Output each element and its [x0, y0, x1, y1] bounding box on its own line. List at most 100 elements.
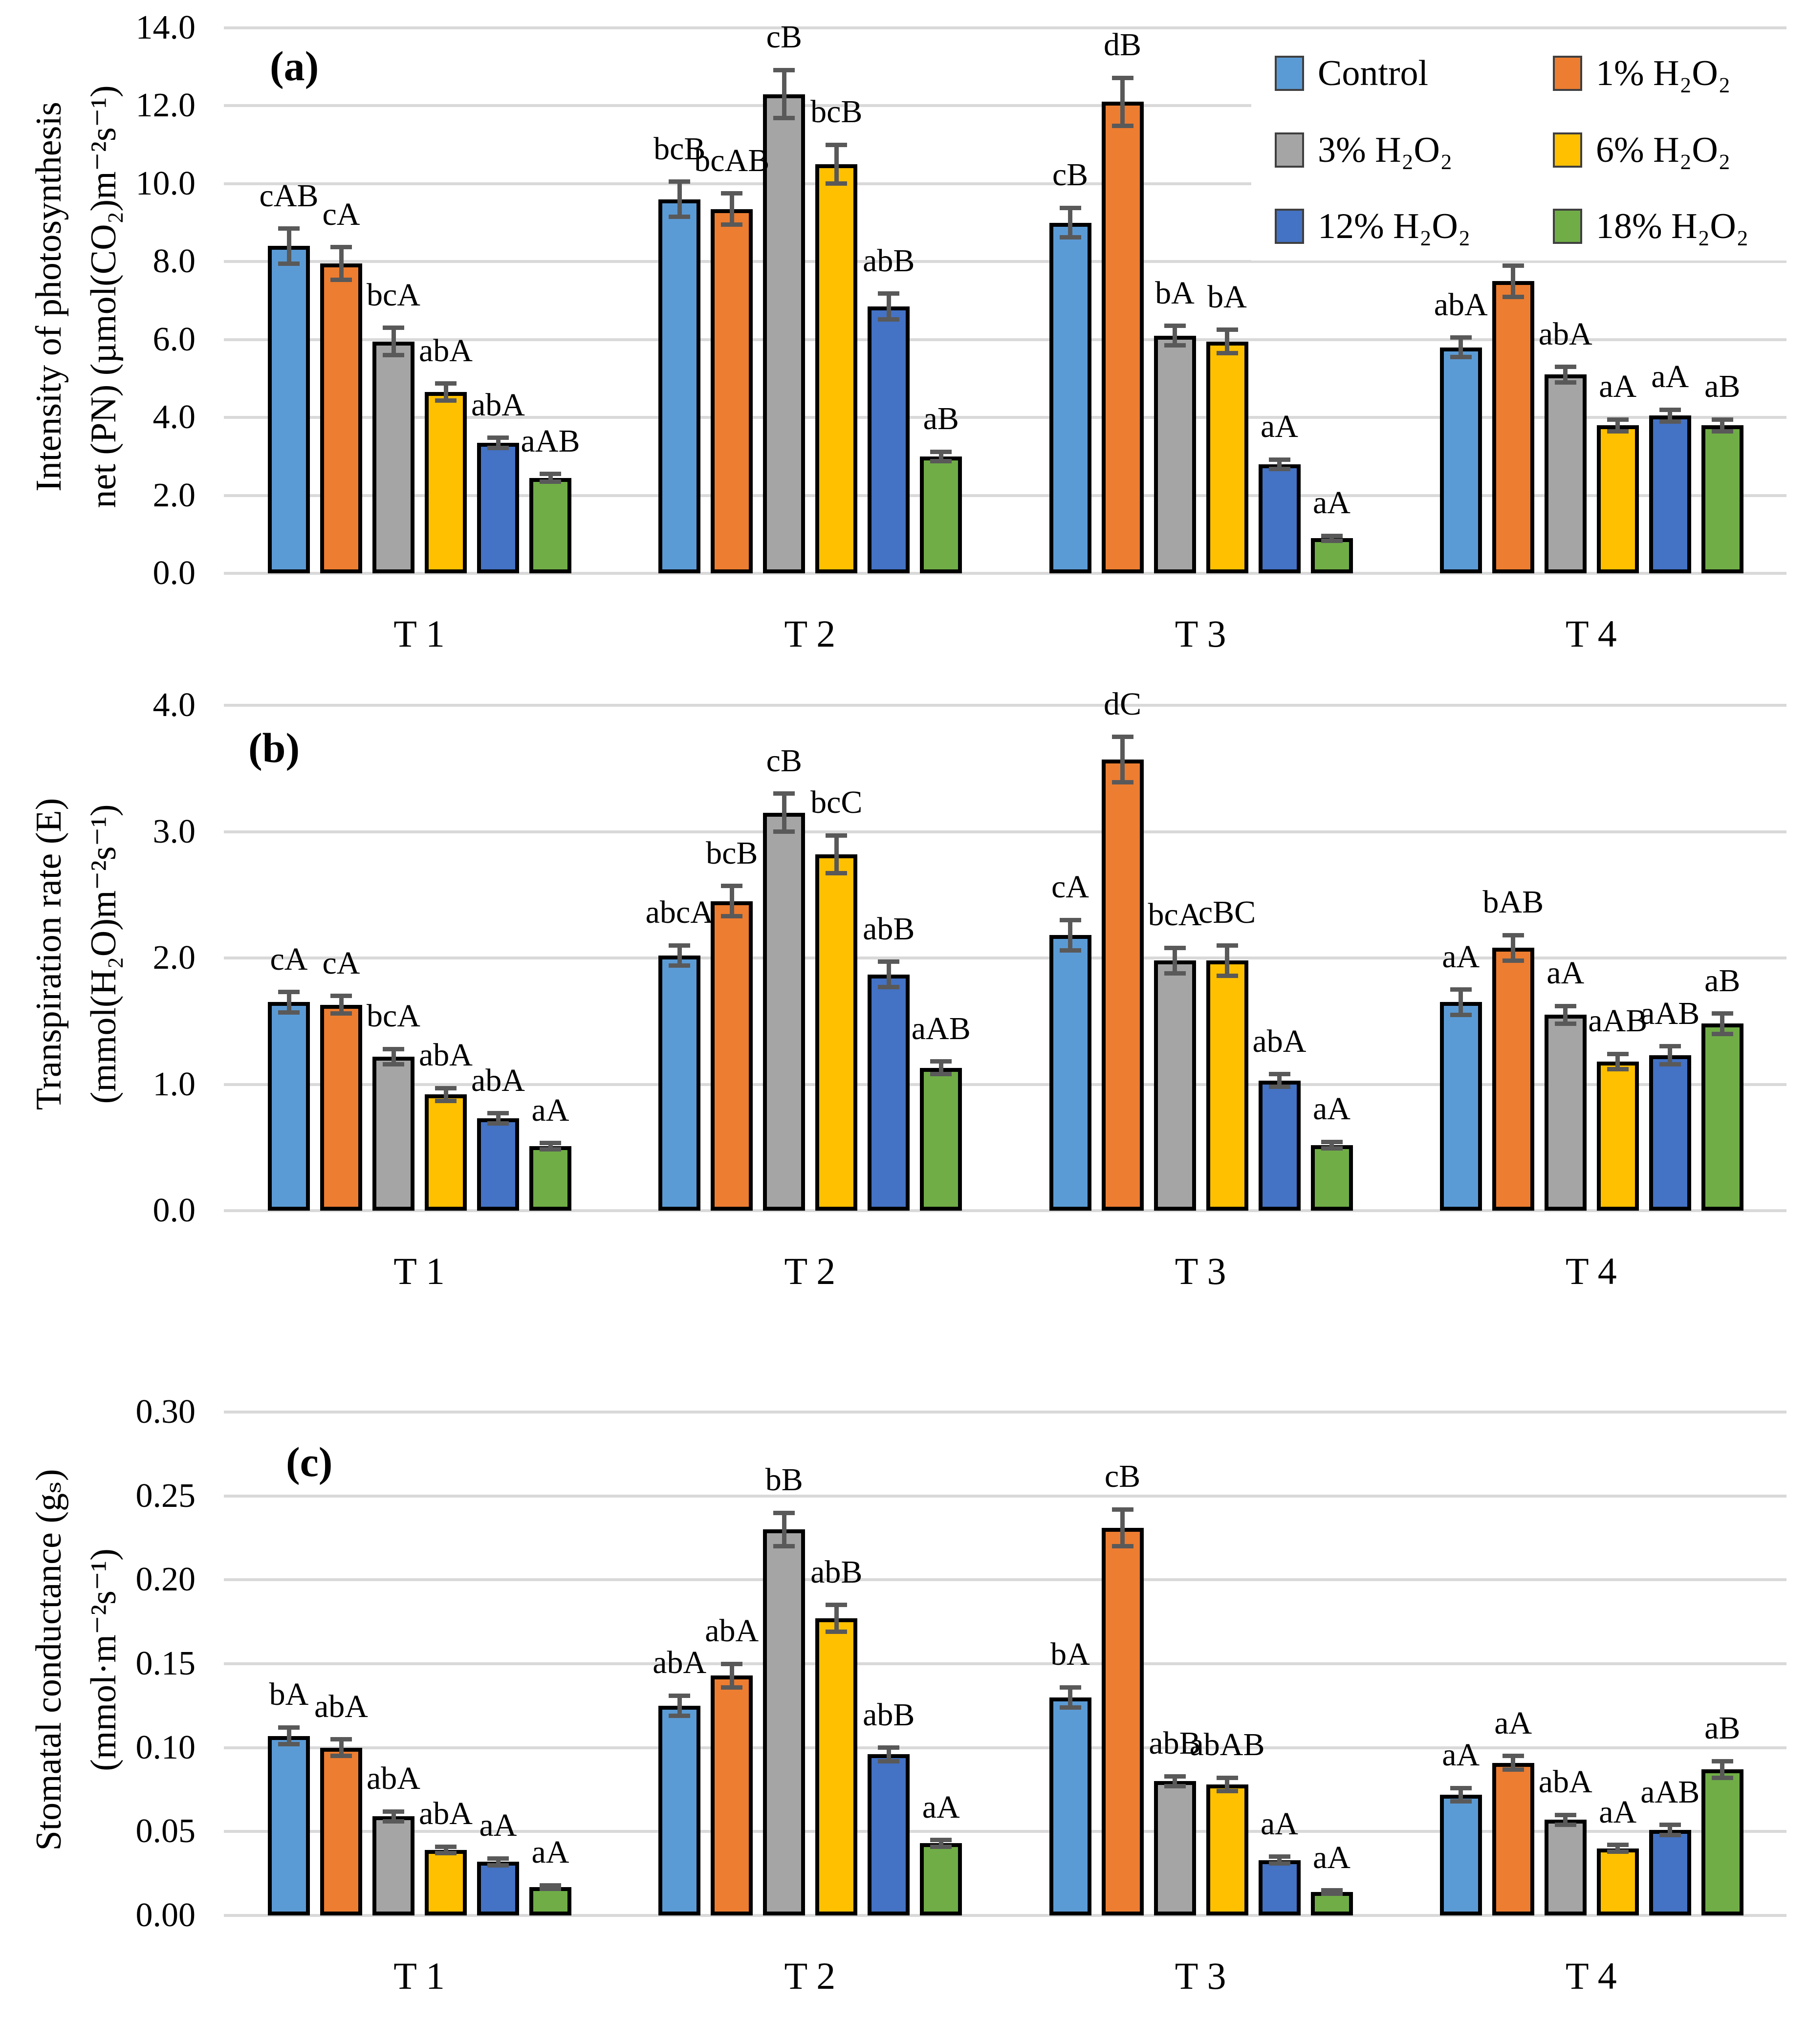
sig-label-b-s1-g4: aA	[1442, 938, 1480, 975]
error-cap-low-a-s4-g1	[435, 398, 457, 403]
error-bar-b-s3-g2	[782, 793, 786, 832]
legend-item-4: 6% H₂O₂	[1553, 130, 1731, 170]
error-cap-high-c-s2-g2	[721, 1661, 743, 1666]
bar-a-series4-group1	[425, 392, 467, 573]
sig-label-a-s5-g4: aA	[1651, 359, 1689, 395]
error-cap-high-b-s4-g1	[435, 1086, 457, 1090]
error-bar-a-s3-g1	[391, 327, 396, 355]
bar-b-series4-group4	[1596, 1061, 1639, 1211]
error-cap-low-a-s6-g1	[540, 479, 561, 484]
gridline-c-0.00	[224, 1914, 1786, 1917]
sig-label-b-s5-g3: abA	[1252, 1023, 1307, 1059]
bar-a-series4-group3	[1206, 341, 1248, 573]
error-cap-high-b-s1-g3	[1059, 917, 1081, 922]
error-bar-c-s3-g1	[391, 1811, 396, 1822]
error-cap-low-b-s5-g3	[1268, 1085, 1290, 1089]
error-cap-low-b-s3-g3	[1164, 971, 1186, 976]
gridline-a-6.0	[224, 338, 1786, 341]
error-cap-low-c-s3-g1	[383, 1819, 404, 1824]
category-label-b-4: T 4	[1566, 1250, 1617, 1292]
error-bar-c-s1-g1	[286, 1727, 291, 1744]
sig-label-c-s1-g4: aA	[1442, 1737, 1480, 1773]
error-cap-low-a-s3-g4	[1554, 380, 1576, 385]
error-cap-high-c-s2-g3	[1111, 1507, 1133, 1512]
error-cap-high-a-s1-g1	[278, 226, 300, 231]
sig-label-a-s3-g3: bA	[1155, 275, 1195, 311]
error-bar-b-s6-g1	[548, 1143, 553, 1150]
error-cap-high-c-s2-g1	[330, 1737, 352, 1741]
error-cap-high-c-s5-g2	[878, 1745, 900, 1750]
error-bar-b-s1-g1	[286, 992, 291, 1013]
error-bar-a-s4-g2	[834, 145, 839, 184]
error-cap-high-a-s2-g3	[1111, 75, 1133, 80]
ytick-b-2.0: 2.0	[152, 939, 196, 977]
bar-a-series6-group2	[920, 456, 962, 573]
bar-b-series6-group4	[1701, 1023, 1743, 1211]
ytick-b-4.0: 4.0	[152, 686, 196, 724]
sig-label-c-s6-g3: aA	[1313, 1839, 1351, 1875]
bar-a-series1-group2	[658, 199, 701, 573]
bar-a-series2-group2	[711, 209, 753, 573]
sig-label-a-s4-g1: abA	[419, 332, 473, 369]
category-label-a-2: T 2	[784, 612, 836, 655]
error-bar-a-s6-g2	[938, 452, 943, 461]
sig-label-b-s6-g4: aB	[1704, 962, 1741, 999]
bar-b-series2-group4	[1492, 948, 1534, 1211]
error-cap-high-b-s2-g2	[721, 884, 743, 889]
error-cap-low-c-s4-g3	[1216, 1789, 1238, 1794]
bar-b-series3-group2	[763, 812, 806, 1211]
error-bar-b-s5-g3	[1277, 1074, 1282, 1087]
y-axis-title-b-line1: Transpiration rate (E)	[29, 798, 69, 1110]
bar-b-series3-group4	[1544, 1015, 1587, 1211]
error-bar-c-s3-g4	[1563, 1815, 1568, 1825]
sig-label-c-s3-g3: abB	[1149, 1725, 1201, 1761]
y-axis-title-a-line1: Intensity of photosynthesis	[29, 102, 69, 492]
error-cap-low-b-s3-g2	[773, 829, 795, 834]
error-cap-low-a-s4-g2	[826, 181, 848, 186]
error-cap-high-c-s4-g2	[826, 1603, 848, 1608]
sig-label-a-s1-g2: bcB	[653, 130, 706, 167]
error-cap-high-a-s5-g2	[878, 291, 900, 296]
sig-label-c-s2-g1: abA	[314, 1688, 368, 1724]
error-cap-high-a-s1-g2	[669, 179, 691, 184]
error-cap-high-c-s3-g1	[383, 1809, 404, 1814]
bar-b-series2-group1	[320, 1004, 362, 1211]
error-bar-c-s5-g1	[496, 1858, 501, 1865]
bar-c-series4-group3	[1206, 1784, 1248, 1915]
gridline-c-0.20	[224, 1578, 1786, 1582]
error-cap-low-a-s6-g4	[1711, 429, 1733, 434]
gridline-a-4.0	[224, 416, 1786, 419]
error-cap-low-b-s2-g1	[330, 1011, 352, 1016]
error-bar-a-s4-g1	[443, 383, 448, 401]
error-cap-high-a-s2-g1	[330, 245, 352, 250]
gridline-c-0.25	[224, 1494, 1786, 1498]
error-cap-low-c-s5-g3	[1268, 1861, 1290, 1866]
sig-label-b-s3-g2: cB	[766, 742, 802, 779]
ytick-b-3.0: 3.0	[152, 812, 196, 850]
error-cap-high-b-s4-g4	[1607, 1051, 1629, 1056]
ytick-a-4.0: 4.0	[152, 398, 196, 436]
sig-label-a-s6-g1: aAB	[521, 423, 580, 459]
error-cap-high-b-s2-g1	[330, 994, 352, 999]
error-cap-low-b-s5-g1	[487, 1121, 509, 1126]
category-label-a-1: T 1	[393, 612, 445, 655]
error-cap-low-b-s4-g1	[435, 1098, 457, 1103]
sig-label-a-s3-g1: bcA	[367, 277, 420, 313]
y-axis-title-c-line1: Stomatal conductance (gₛ)	[29, 1469, 69, 1851]
error-bar-a-s6-g4	[1720, 419, 1725, 432]
error-bar-b-s5-g4	[1668, 1046, 1673, 1065]
category-label-a-3: T 3	[1175, 612, 1226, 655]
error-bar-c-s5-g2	[886, 1747, 891, 1761]
error-cap-high-c-s6-g2	[930, 1838, 952, 1842]
error-bar-b-s2-g1	[339, 996, 344, 1014]
sig-label-a-s2-g2: bcAB	[694, 142, 770, 178]
sig-label-a-s2-g1: cA	[322, 196, 360, 232]
sig-label-c-s2-g4: aA	[1494, 1705, 1532, 1741]
bar-c-series4-group4	[1596, 1848, 1639, 1915]
y-axis-title-b-line2: (mmol(H₂O)m⁻²s⁻¹)	[84, 804, 124, 1104]
sig-label-a-s5-g1: abA	[471, 387, 525, 423]
error-cap-high-b-s6-g2	[930, 1059, 952, 1064]
bar-a-series4-group4	[1596, 425, 1639, 573]
error-bar-b-s1-g2	[677, 945, 682, 966]
